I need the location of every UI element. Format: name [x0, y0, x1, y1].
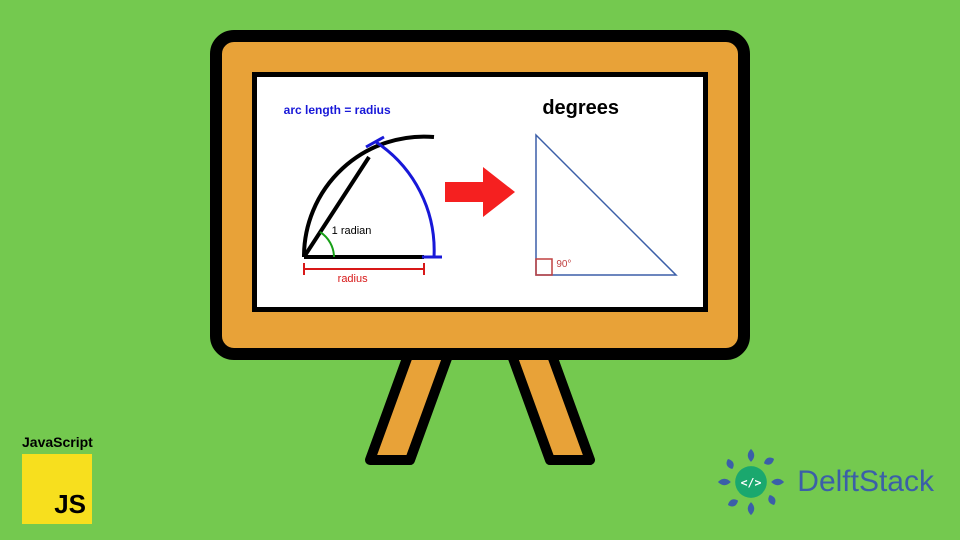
js-logo-text: JS	[54, 489, 86, 520]
easel: arc length = radius 1 radian radius degr…	[210, 30, 750, 430]
right-angle-box	[536, 259, 552, 275]
delftstack-badge: </> DelftStack	[715, 446, 934, 518]
radius-label: radius	[338, 273, 368, 285]
svg-text:</>: </>	[741, 475, 762, 489]
delftstack-text: DelftStack	[797, 465, 934, 499]
radian-diagram: arc length = radius 1 radian radius	[274, 97, 444, 287]
circle-arc	[304, 137, 434, 257]
right-triangle	[536, 135, 676, 275]
triangle-svg	[516, 125, 686, 285]
delftstack-logo-icon: </>	[715, 446, 787, 518]
easel-legs	[210, 350, 750, 470]
angle-label: 1 radian	[332, 225, 372, 237]
triangle-diagram: degrees 90°	[516, 97, 686, 287]
arc-bracket	[376, 142, 434, 257]
javascript-title: JavaScript	[22, 434, 108, 450]
degrees-title: degrees	[542, 97, 619, 120]
board-outer-frame: arc length = radius 1 radian radius degr…	[210, 30, 750, 360]
arrow-box	[445, 162, 515, 222]
js-logo-square: JS	[22, 454, 92, 524]
javascript-badge: JavaScript JS	[22, 434, 108, 524]
arrow-icon	[445, 162, 515, 222]
board-inner-canvas: arc length = radius 1 radian radius degr…	[252, 72, 708, 312]
arc-length-label: arc length = radius	[284, 103, 391, 117]
radian-svg	[274, 97, 444, 287]
ninety-label: 90°	[556, 259, 571, 270]
